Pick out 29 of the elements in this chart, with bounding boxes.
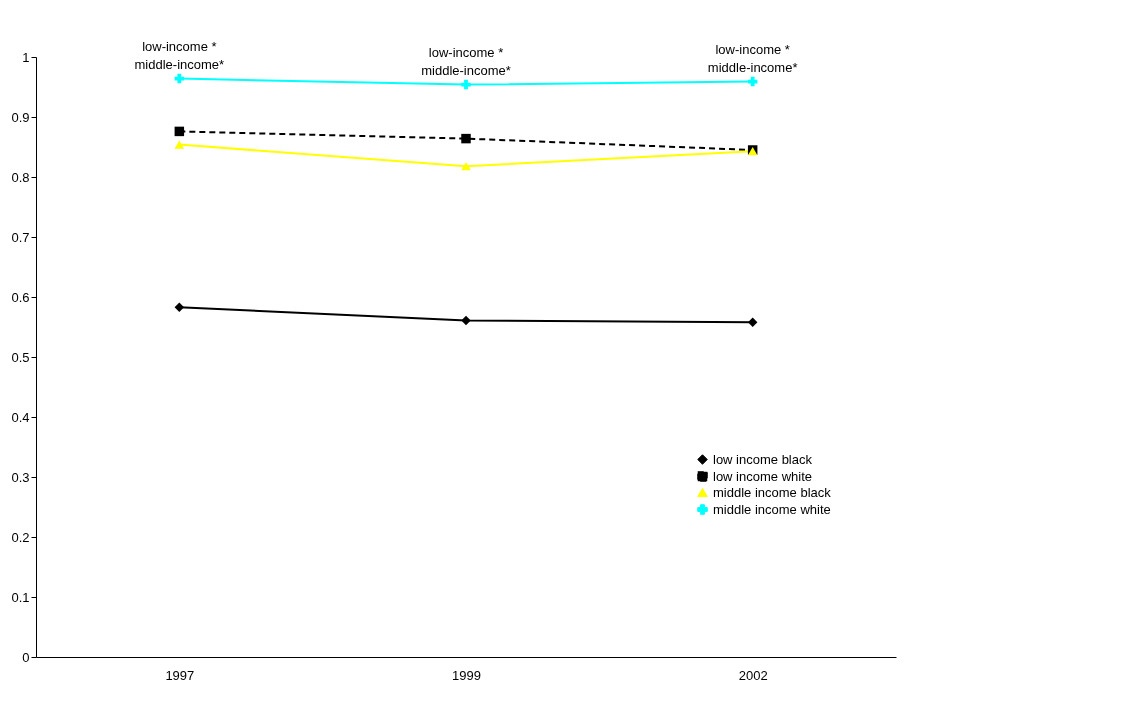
legend-label: low income white <box>713 468 812 484</box>
annotation: low-income * middle-income* <box>134 38 225 72</box>
y-tick-label: 0.9 <box>11 109 30 125</box>
x-tick-label: 2002 <box>738 667 768 683</box>
annotation: low-income * middle-income* <box>707 41 798 75</box>
point <box>461 133 471 144</box>
legend-label: middle income white <box>713 501 831 517</box>
point <box>174 126 185 137</box>
point <box>747 317 758 327</box>
y-tick-label: 0.7 <box>11 229 30 245</box>
point <box>461 162 471 171</box>
x-tick-label: 1999 <box>452 667 481 683</box>
y-tick-label: 0.1 <box>11 589 30 605</box>
y-tick-label: 0.6 <box>11 289 30 305</box>
y-tick-label: 0.3 <box>11 469 30 485</box>
x-tick-label: 1997 <box>165 667 195 683</box>
y-tick-label: 0.8 <box>11 169 30 185</box>
legend-label: low income black <box>713 451 813 467</box>
y-tick-label: 0 <box>22 649 30 665</box>
y-tick-label: 0.4 <box>11 409 30 425</box>
y-tick-label: 1 <box>22 49 30 65</box>
y-tick-label: 0.5 <box>11 349 30 365</box>
point <box>174 140 185 149</box>
point <box>461 315 471 326</box>
point <box>461 79 471 90</box>
y-tick-label: 0.2 <box>11 529 30 545</box>
point <box>174 302 185 312</box>
annotation: low-income * middle-income* <box>421 44 511 78</box>
legend-label: middle income black <box>713 484 832 500</box>
